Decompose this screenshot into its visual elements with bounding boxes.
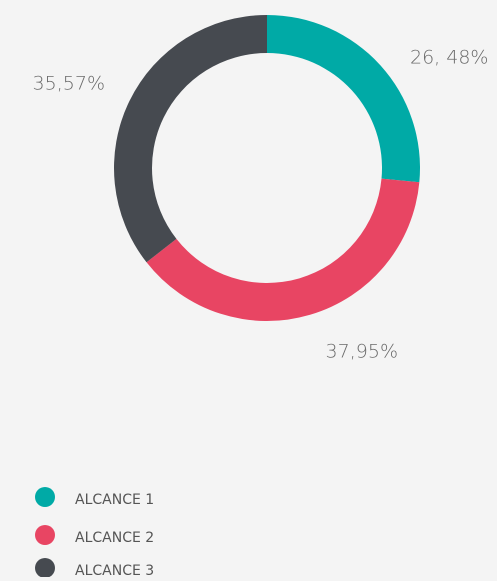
donut-segment [114,15,267,263]
value-label: 26, 48% [410,47,489,69]
legend-swatch [35,525,55,545]
legend-label: ALCANCE 2 [75,530,154,546]
value-label: 35,57% [33,73,105,95]
legend-swatch [35,558,55,578]
donut-segment [146,178,420,322]
legend-label: ALCANCE 3 [75,563,154,577]
value-label: 37,95% [326,341,398,363]
legend-swatch [35,487,55,507]
donut-segment [267,15,420,183]
legend-label: ALCANCE 1 [75,492,154,508]
